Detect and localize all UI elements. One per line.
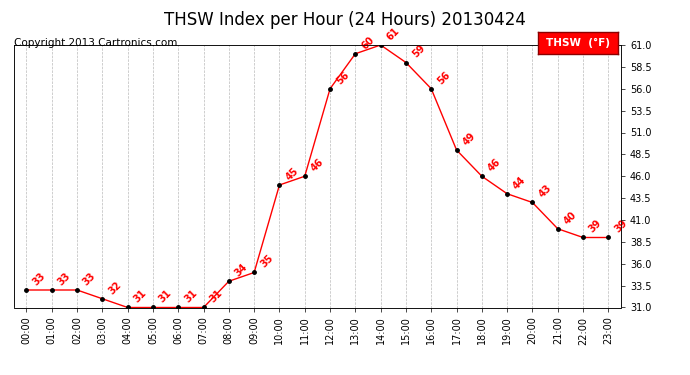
Text: 31: 31 xyxy=(132,288,148,305)
Text: 43: 43 xyxy=(537,183,553,200)
Text: THSW Index per Hour (24 Hours) 20130424: THSW Index per Hour (24 Hours) 20130424 xyxy=(164,11,526,29)
Text: 33: 33 xyxy=(81,271,98,287)
Text: 61: 61 xyxy=(385,26,402,42)
Text: 40: 40 xyxy=(562,209,578,226)
Text: 59: 59 xyxy=(410,43,426,60)
Text: 31: 31 xyxy=(208,288,224,305)
Text: 45: 45 xyxy=(284,166,300,182)
Text: 46: 46 xyxy=(486,157,502,174)
Text: 46: 46 xyxy=(309,157,326,174)
Text: 34: 34 xyxy=(233,262,250,279)
Text: 56: 56 xyxy=(435,69,452,86)
Text: 35: 35 xyxy=(258,253,275,270)
Text: 31: 31 xyxy=(157,288,174,305)
Text: 32: 32 xyxy=(106,279,123,296)
Text: 39: 39 xyxy=(587,218,604,235)
Text: 60: 60 xyxy=(359,34,376,51)
Text: THSW  (°F): THSW (°F) xyxy=(546,38,610,48)
Text: 39: 39 xyxy=(613,218,629,235)
Text: 49: 49 xyxy=(461,130,477,147)
Text: 44: 44 xyxy=(511,174,528,191)
Text: 33: 33 xyxy=(30,271,47,287)
Text: 33: 33 xyxy=(56,271,72,287)
Text: 31: 31 xyxy=(182,288,199,305)
Text: Copyright 2013 Cartronics.com: Copyright 2013 Cartronics.com xyxy=(14,38,177,48)
Text: 56: 56 xyxy=(334,69,351,86)
